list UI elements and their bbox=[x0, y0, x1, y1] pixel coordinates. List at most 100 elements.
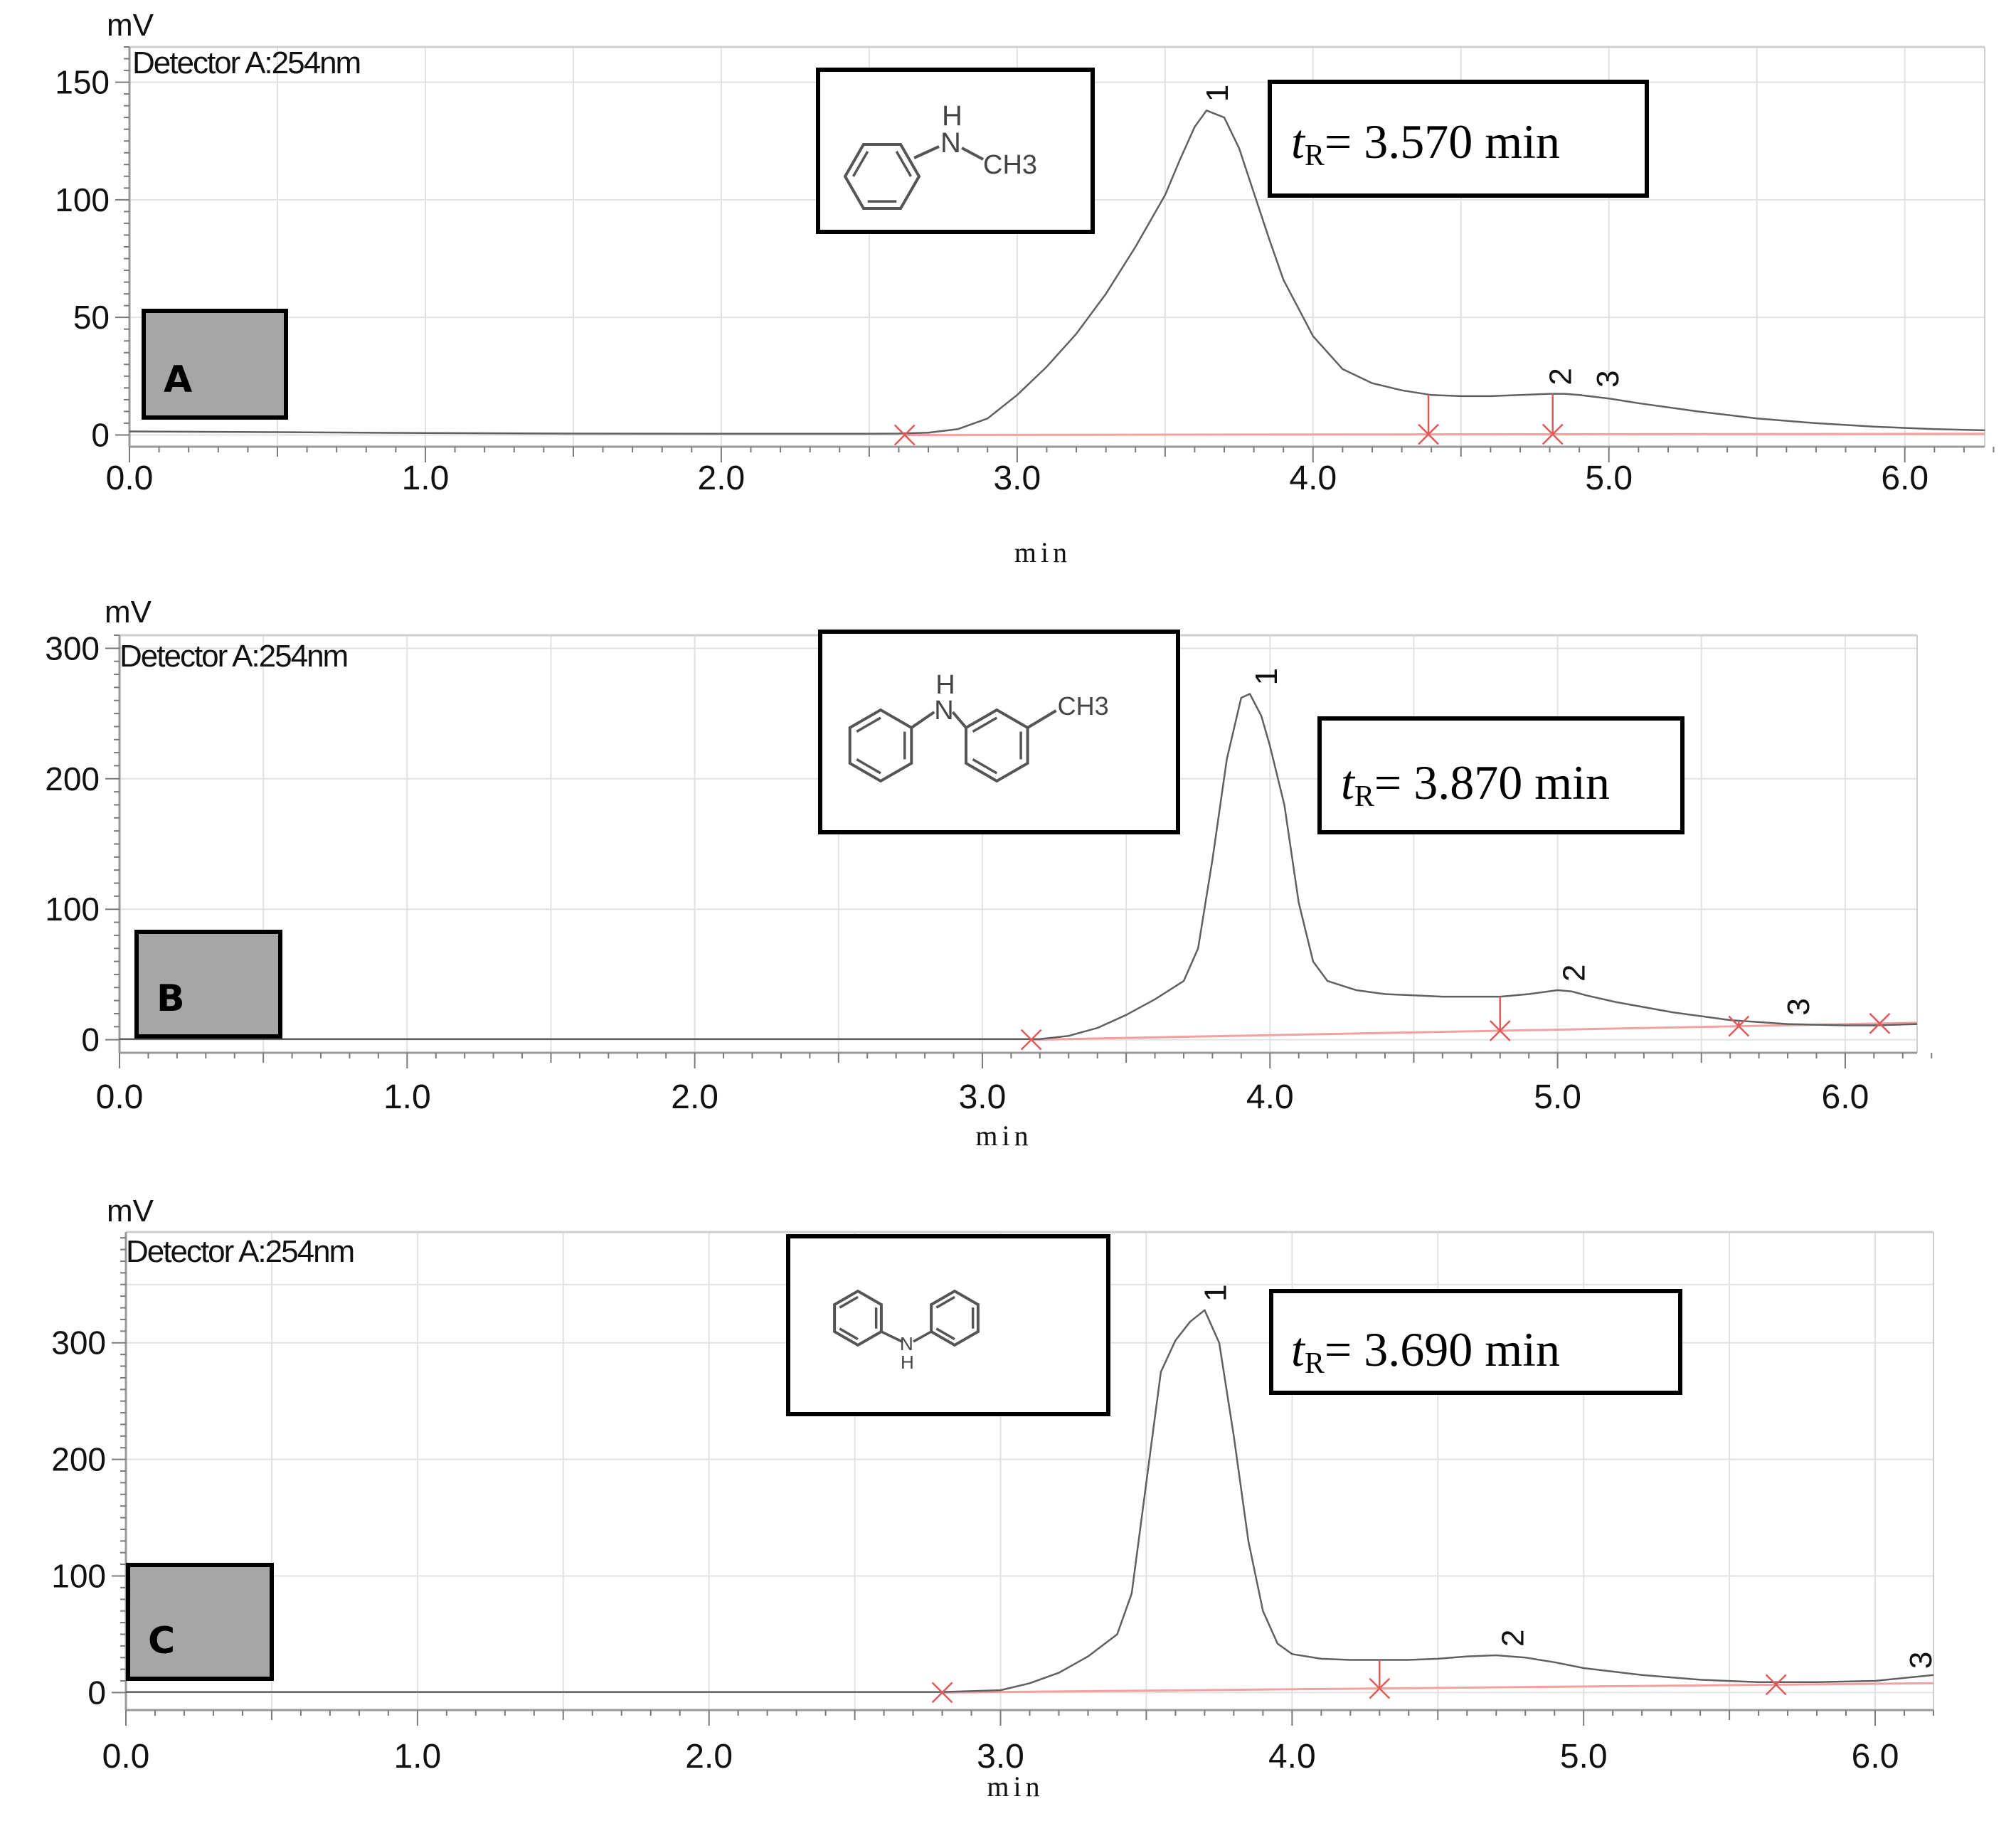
integration-star-stroke bbox=[1765, 1674, 1787, 1696]
double-bond bbox=[856, 716, 881, 733]
double-bond bbox=[972, 716, 998, 733]
peak-number-label: 2 bbox=[1544, 368, 1579, 385]
structure-box-frame bbox=[818, 630, 1180, 834]
integration-star-stroke bbox=[1369, 1677, 1391, 1699]
x-tick-label: 4.0 bbox=[1289, 460, 1337, 497]
peak-number-label: 2 bbox=[1557, 964, 1592, 981]
x-tick-label: 4.0 bbox=[1246, 1078, 1294, 1116]
retention-time-label: tR= 3.690 min bbox=[1291, 1322, 1560, 1380]
integration-star-stroke bbox=[1728, 1015, 1750, 1037]
integration-mark bbox=[1869, 1012, 1891, 1034]
double-bond bbox=[935, 1295, 955, 1309]
structure-box: NH CH3 bbox=[816, 68, 1095, 234]
retention-subscript: R bbox=[1305, 139, 1325, 172]
y-unit-label: mV bbox=[107, 8, 154, 43]
integration-mark bbox=[1418, 394, 1439, 445]
retention-time-label: tR= 3.870 min bbox=[1341, 755, 1610, 813]
x-tick-label: 1.0 bbox=[402, 460, 450, 497]
peak-number-label: 3 bbox=[1904, 1652, 1938, 1669]
x-tick-label: 2.0 bbox=[698, 460, 746, 497]
y-tick-label: 0 bbox=[91, 416, 110, 453]
atom-label: H bbox=[935, 670, 955, 700]
bond bbox=[913, 1330, 932, 1343]
panel-label: A bbox=[164, 359, 192, 401]
structure-box-frame bbox=[786, 1234, 1110, 1416]
retention-box-frame bbox=[1269, 1289, 1682, 1395]
x-tick-label: 2.0 bbox=[671, 1078, 718, 1116]
x-tick-label: 2.0 bbox=[685, 1738, 733, 1775]
panel-label-background bbox=[126, 1563, 274, 1681]
integration-baseline bbox=[904, 432, 1985, 436]
retention-time-label: tR= 3.570 min bbox=[1291, 115, 1560, 172]
atom-label: N bbox=[900, 1333, 913, 1354]
peak-number-label: 2 bbox=[1495, 1629, 1530, 1646]
integration-star-stroke bbox=[931, 1682, 953, 1704]
double-bond bbox=[935, 1327, 955, 1341]
integration-baseline bbox=[1031, 1021, 1918, 1041]
benzene-ring-icon bbox=[930, 1289, 980, 1347]
panel-label-background bbox=[142, 309, 288, 420]
y-tick-label: 200 bbox=[51, 1441, 106, 1478]
panel-c: 0.0 1.0 2.0 3.0 4.0 5.0 6.0 0 100 200 300 mV Detecto… bbox=[51, 1194, 1938, 1803]
x-tick-label: 4.0 bbox=[1268, 1738, 1316, 1775]
x-tick-label: 6.0 bbox=[1852, 1738, 1899, 1775]
x-tick-label: 0.0 bbox=[106, 460, 154, 497]
x-tick-label: 3.0 bbox=[977, 1738, 1024, 1775]
x-tick-label: 1.0 bbox=[383, 1078, 431, 1116]
retention-symbol: t bbox=[1291, 1322, 1306, 1376]
double-bond bbox=[972, 758, 998, 775]
panel-label: C bbox=[148, 1620, 175, 1662]
integration-star-stroke bbox=[1489, 1020, 1511, 1041]
integration-mark bbox=[1489, 997, 1511, 1041]
double-bond bbox=[839, 1295, 859, 1309]
detector-label: Detector A:254nm bbox=[126, 1234, 354, 1269]
retention-time-box: tR= 3.570 min bbox=[1268, 80, 1649, 198]
x-axis-label: min bbox=[1014, 536, 1071, 568]
benzene-ring-icon bbox=[965, 708, 1029, 783]
x-tick-label: 3.0 bbox=[959, 1078, 1007, 1116]
y-tick-label: 50 bbox=[73, 299, 110, 336]
integration-star-stroke bbox=[893, 424, 916, 446]
peak-number-label: 3 bbox=[1781, 998, 1816, 1015]
bond bbox=[1026, 709, 1057, 729]
y-tick-label: 100 bbox=[55, 181, 110, 218]
y-unit-label: mV bbox=[105, 595, 152, 630]
detector-label: Detector A:254nm bbox=[120, 639, 347, 674]
x-tick-label: 1.0 bbox=[393, 1738, 441, 1775]
y-unit-label: mV bbox=[107, 1194, 154, 1228]
integration-mark bbox=[1369, 1660, 1391, 1699]
bond bbox=[911, 711, 935, 729]
benzene-ring-icon bbox=[843, 143, 921, 210]
retention-value: = 3.870 min bbox=[1374, 755, 1610, 810]
benzene-ring-icon bbox=[833, 1289, 883, 1347]
double-bond bbox=[895, 150, 913, 177]
atom-label: N bbox=[934, 696, 953, 726]
bond bbox=[951, 711, 967, 729]
y-tick-label: 200 bbox=[45, 760, 100, 797]
atom-label: CH3 bbox=[1058, 691, 1109, 721]
retention-value: = 3.690 min bbox=[1325, 1322, 1560, 1376]
detector-label: Detector A:254nm bbox=[132, 46, 360, 80]
atom-label: N bbox=[940, 127, 961, 159]
x-tick-label: 6.0 bbox=[1881, 460, 1929, 497]
retention-value: = 3.570 min bbox=[1325, 115, 1560, 169]
retention-time-box: tR= 3.870 min bbox=[1317, 716, 1685, 834]
integration-mark bbox=[1020, 1029, 1042, 1051]
panel-label: B bbox=[156, 977, 185, 1020]
retention-symbol: t bbox=[1341, 755, 1356, 810]
integration-star-stroke bbox=[1418, 423, 1439, 445]
x-tick-label: 5.0 bbox=[1534, 1078, 1581, 1116]
panel-label-box: B bbox=[134, 930, 282, 1039]
retention-time-box: tR= 3.690 min bbox=[1269, 1289, 1682, 1395]
panel-label-box: C bbox=[126, 1563, 274, 1681]
y-tick-label: 150 bbox=[55, 64, 110, 101]
y-tick-label: 0 bbox=[87, 1674, 106, 1711]
integration-mark bbox=[1728, 1015, 1750, 1037]
integration-mark bbox=[931, 1682, 953, 1704]
x-tick-label: 0.0 bbox=[102, 1738, 150, 1775]
peak-number-label: 1 bbox=[1198, 1284, 1233, 1301]
x-tick-label: 0.0 bbox=[96, 1078, 144, 1116]
double-bond bbox=[839, 1327, 859, 1341]
